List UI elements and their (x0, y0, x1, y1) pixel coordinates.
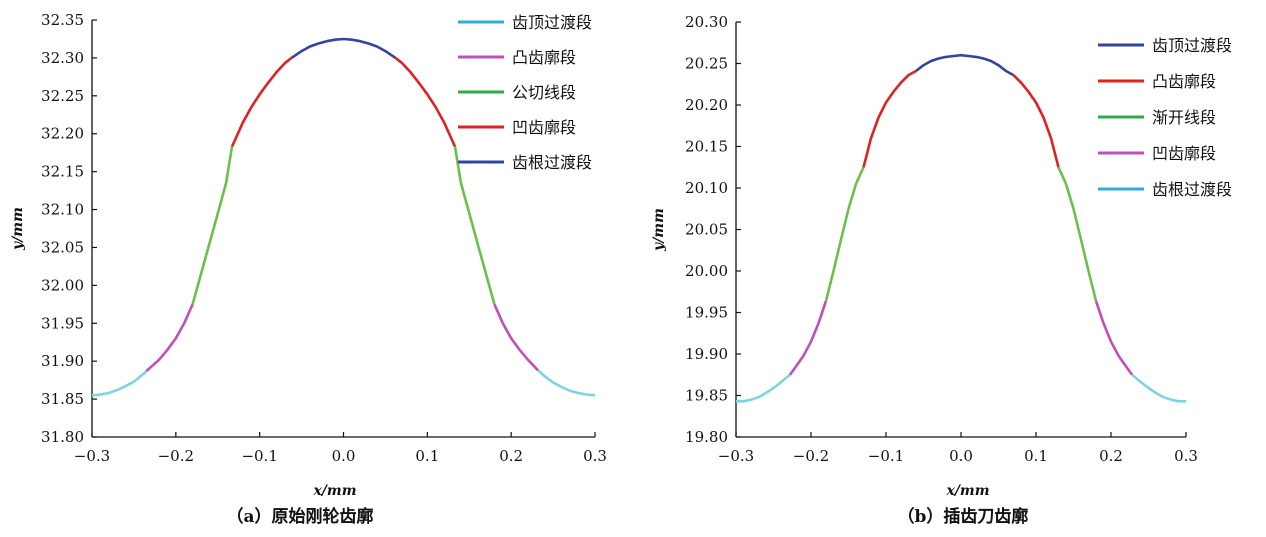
chart-b-series-2 (824, 166, 865, 302)
chart-panel-b: 19.80 19.85 19.90 19.95 20.00 20.05 20.10 20.15… (633, 0, 1266, 533)
chart-a-y-tick-label: 31.95 (41, 314, 84, 332)
chart-b-svg: 19.80 19.85 19.90 19.95 20.00 20.05 20.10 20.15… (651, 13, 1232, 527)
chart-a-series-8 (537, 369, 596, 397)
chart-a-legend-label: 凹齿廓段 (512, 118, 576, 137)
chart-a-series-5 (394, 56, 457, 148)
chart-b-legend-label: 齿根过渡段 (1152, 180, 1232, 199)
chart-a-series-3 (230, 56, 293, 148)
chart-b-y-tick-label: 19.90 (685, 345, 728, 363)
chart-b-series-1 (788, 300, 828, 376)
chart-a-series-6 (453, 146, 496, 305)
chart-a-series-4 (290, 37, 397, 59)
chart-a-x-tick-label: 0.3 (583, 447, 607, 465)
chart-b-series-0 (736, 373, 791, 403)
chart-a-y-tick-label: 31.85 (41, 390, 84, 408)
chart-a-y-tick-label: 31.90 (41, 352, 84, 370)
chart-b-y-tick-label: 20.30 (685, 13, 728, 31)
chart-a-series-2 (191, 146, 234, 305)
chart-a-x-tick-label: −0.1 (241, 447, 277, 465)
chart-b-y-tick-label: 19.85 (685, 387, 728, 405)
chart-b-series-3 (862, 69, 917, 168)
chart-b-series-5 (1012, 74, 1060, 168)
chart-b-series-4 (915, 53, 1015, 77)
chart-b-y-tick-label: 20.05 (685, 221, 728, 239)
chart-panel-a: 31.80 31.85 31.90 31.95 32.00 32.05 32.10 32.15… (0, 0, 633, 533)
chart-a-y-axis-label: y/mm (10, 207, 26, 251)
chart-a-y-tick-label: 32.25 (41, 87, 84, 105)
chart-b-x-tick-label: −0.2 (793, 447, 829, 465)
chart-a-x-tick-label: 0.2 (499, 447, 523, 465)
chart-b-x-tick-label: 0.1 (1024, 447, 1048, 465)
chart-b-y-tick-label: 20.20 (685, 96, 728, 114)
chart-b-series-7 (1094, 300, 1134, 376)
chart-b-y-tick-label: 20.10 (685, 179, 728, 197)
chart-a-x-tick-label: 0.0 (332, 447, 356, 465)
chart-b-y-tick-label: 20.15 (685, 138, 728, 156)
chart-b-y-tick-label: 19.80 (685, 428, 728, 446)
chart-a-series-7 (493, 303, 539, 372)
chart-b-caption: （b）插齿刀齿廓 (898, 506, 1029, 527)
chart-a-series-0 (91, 370, 148, 397)
chart-a-y-tick-label: 32.15 (41, 163, 84, 181)
chart-a-y-tick-label: 32.10 (41, 201, 84, 219)
chart-b-legend-label: 凹齿廓段 (1152, 144, 1216, 163)
chart-a-x-axis-label: x/mm (312, 483, 356, 499)
chart-a-x-tick-label: −0.2 (158, 447, 194, 465)
chart-a-y-tick-label: 31.80 (41, 428, 84, 446)
chart-b-series-6 (1057, 166, 1098, 302)
chart-b-x-tick-label: 0.0 (949, 447, 973, 465)
chart-b-y-tick-label: 19.95 (685, 304, 728, 322)
chart-a-legend-label: 齿根过渡段 (512, 153, 592, 172)
chart-b-y-axis-label: y/mm (651, 208, 667, 252)
chart-b-x-tick-label: 0.2 (1099, 447, 1123, 465)
chart-a-y-tick-label: 32.20 (41, 125, 84, 143)
chart-a-y-tick-label: 32.35 (41, 11, 84, 29)
chart-a-legend-label: 凸齿廓段 (512, 48, 576, 67)
chart-a-series-1 (145, 303, 194, 372)
chart-b-x-axis-label: x/mm (945, 483, 989, 499)
chart-a-y-tick-label: 32.30 (41, 49, 84, 67)
chart-a-svg: 31.80 31.85 31.90 31.95 32.00 32.05 32.10 32.15… (10, 11, 607, 527)
chart-a-caption: （a）原始刚轮齿廓 (226, 506, 373, 527)
chart-b-y-tick-label: 20.00 (685, 262, 728, 280)
chart-a-x-tick-label: −0.3 (74, 447, 110, 465)
chart-a-legend-label: 公切线段 (512, 83, 576, 102)
chart-a-legend-label: 齿顶过渡段 (512, 13, 592, 32)
chart-b-x-tick-label: −0.3 (718, 447, 754, 465)
chart-a-y-tick-label: 32.05 (41, 238, 84, 256)
chart-b-series-8 (1131, 373, 1186, 403)
chart-b-legend-label: 凸齿廓段 (1152, 72, 1216, 91)
chart-a-y-tick-label: 32.00 (41, 276, 84, 294)
chart-b-y-tick-label: 20.25 (685, 55, 728, 73)
chart-b-x-tick-label: −0.1 (868, 447, 904, 465)
chart-b-x-tick-label: 0.3 (1174, 447, 1198, 465)
chart-b-legend-label: 渐开线段 (1152, 108, 1216, 127)
chart-b-legend-label: 齿顶过渡段 (1152, 36, 1232, 55)
chart-a-x-tick-label: 0.1 (415, 447, 439, 465)
